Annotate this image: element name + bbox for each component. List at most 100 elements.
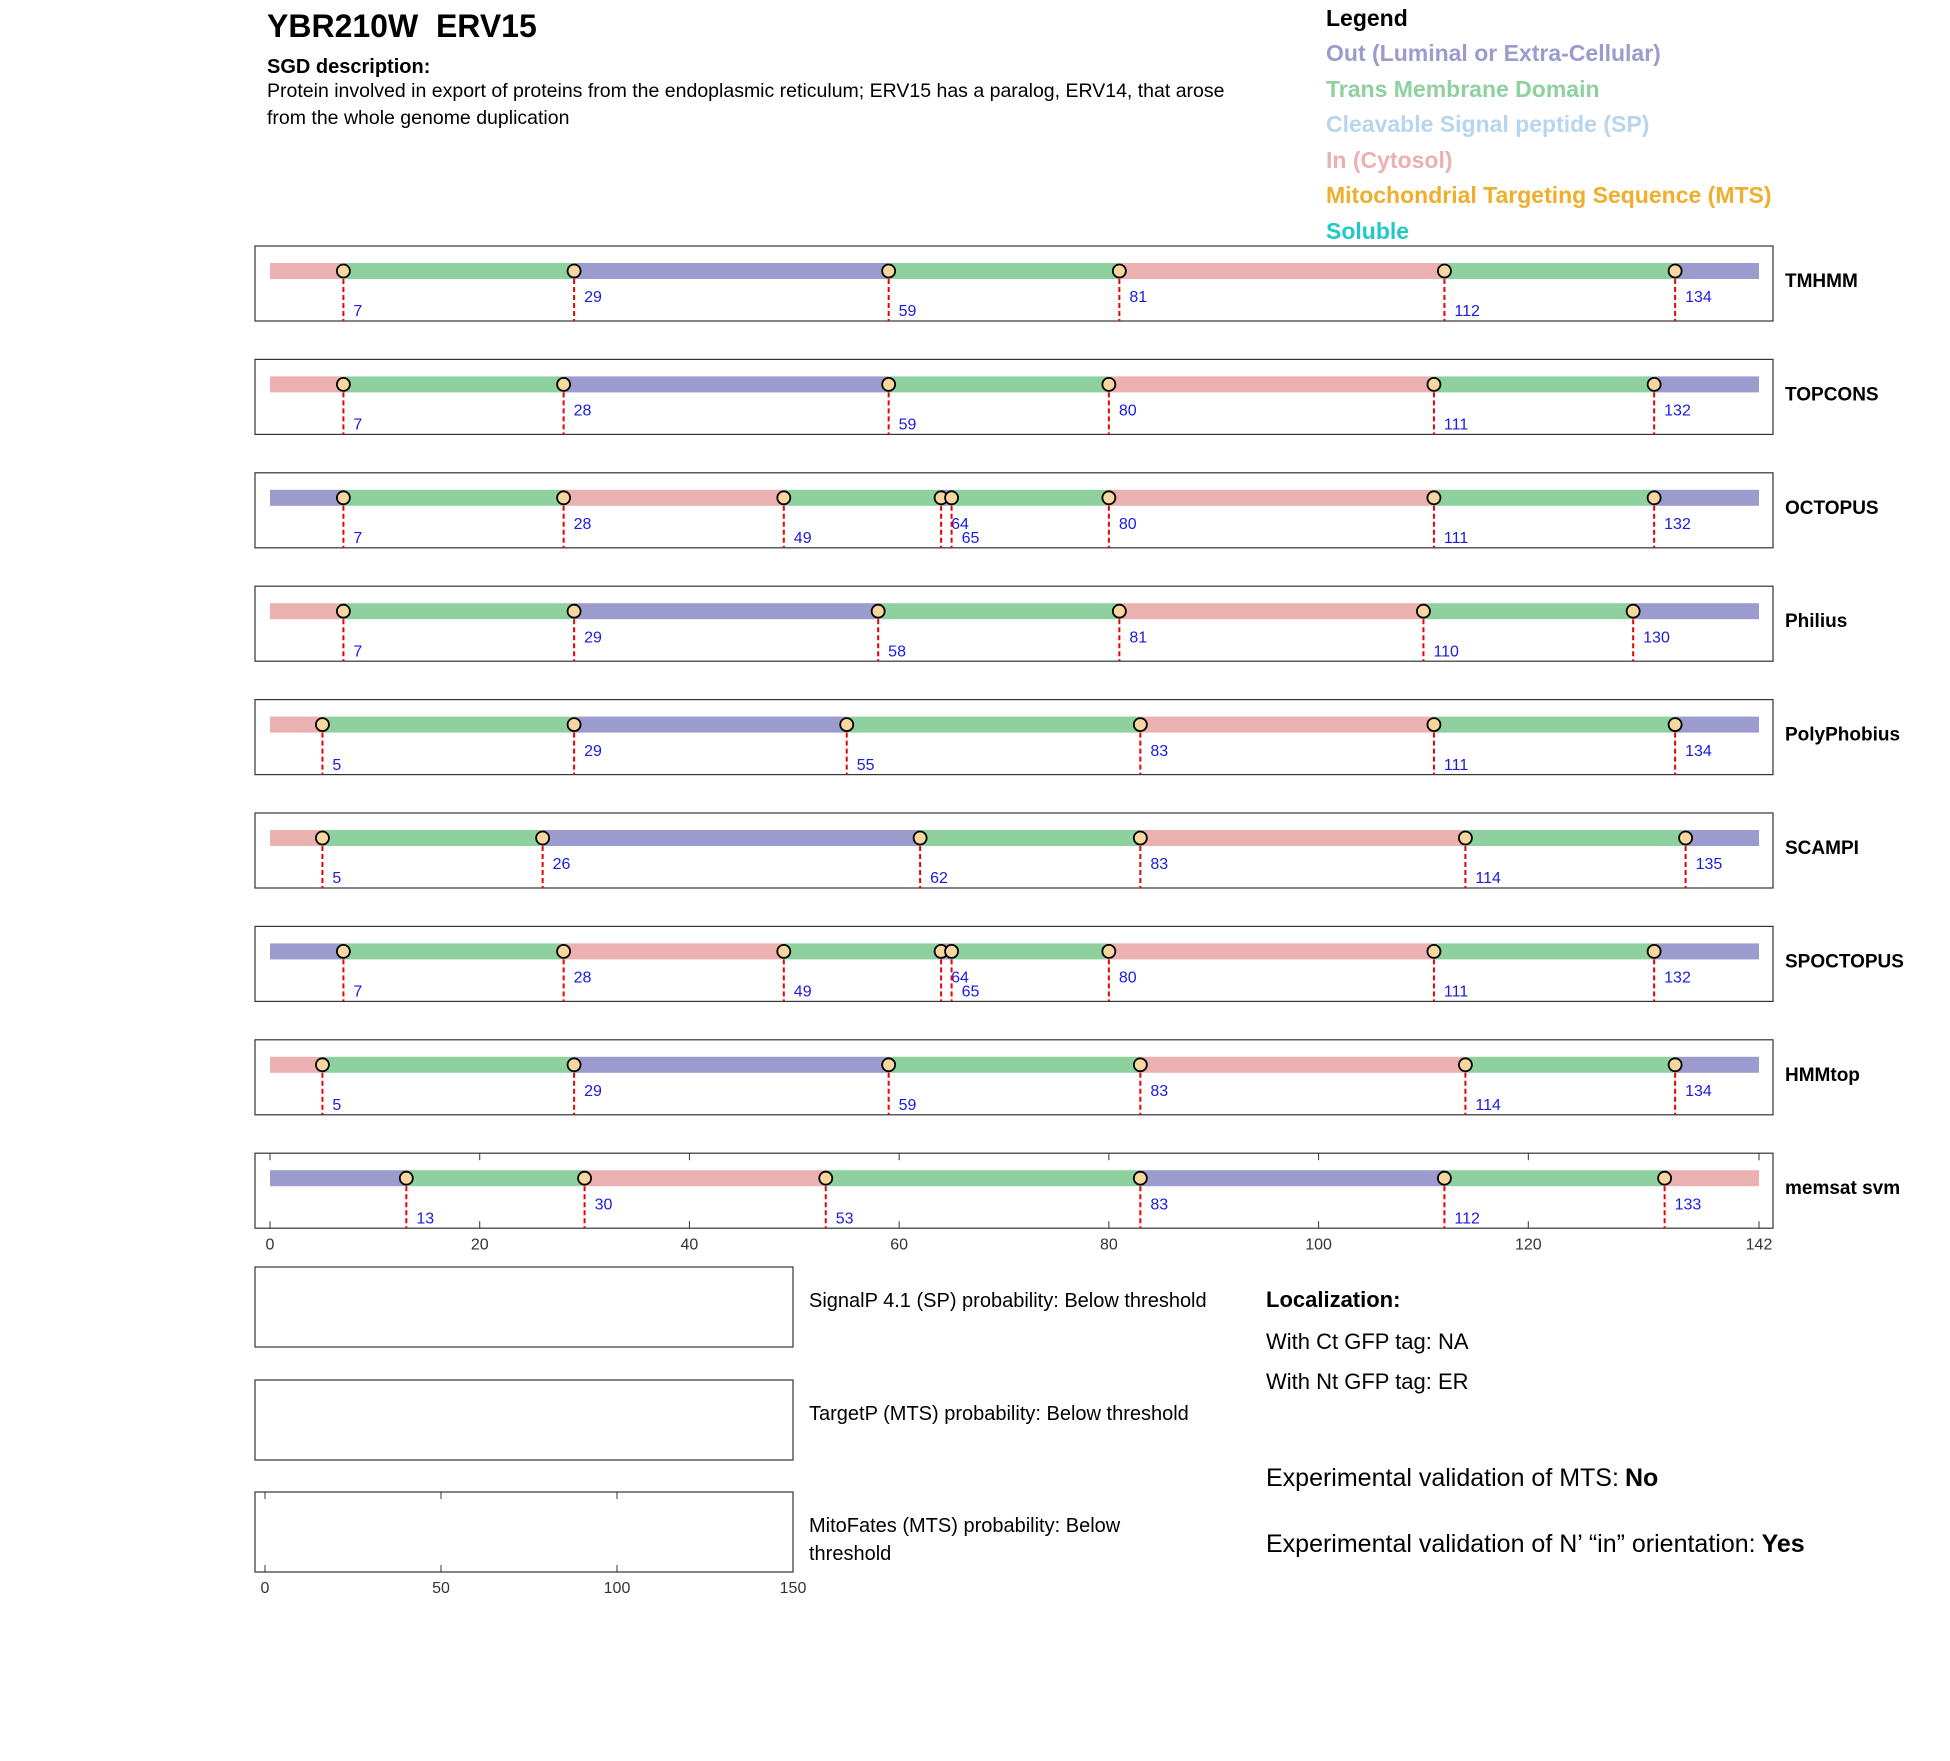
boundary-marker xyxy=(1646,376,1662,392)
boundary-label: 62 xyxy=(930,870,948,887)
boundary-label: 26 xyxy=(553,856,571,873)
segment xyxy=(888,263,1120,279)
segment xyxy=(1119,603,1424,620)
segment xyxy=(1108,376,1434,393)
boundary-label: 29 xyxy=(584,289,602,306)
segment xyxy=(270,603,344,620)
boundary-label: 29 xyxy=(584,629,602,646)
boundary-label: 29 xyxy=(584,743,602,760)
boundary-label: 7 xyxy=(353,530,362,547)
boundary-marker xyxy=(336,263,351,279)
boundary-label: 65 xyxy=(962,530,980,547)
boundary-label: 55 xyxy=(857,757,875,774)
boundary-label: 83 xyxy=(1150,743,1168,760)
boundary-label: 81 xyxy=(1129,289,1147,306)
segment xyxy=(542,830,921,846)
panel-label: TargetP (MTS) probability: Below thresho… xyxy=(809,1403,1189,1425)
boundary-marker xyxy=(566,603,582,619)
boundary-label: 114 xyxy=(1475,1097,1501,1114)
boundary-label: 83 xyxy=(1150,1196,1168,1213)
boundary-marker xyxy=(870,603,886,619)
boundary-marker xyxy=(881,1057,897,1073)
segment xyxy=(343,489,564,506)
boundary-marker xyxy=(556,490,572,506)
segment xyxy=(270,489,344,506)
legend-item: Out (Luminal or Extra-Cellular) xyxy=(1326,40,1661,66)
boundary-label: 114 xyxy=(1475,870,1501,887)
segment xyxy=(406,1170,585,1187)
boundary-label: 80 xyxy=(1119,403,1137,420)
x-tick-label: 60 xyxy=(890,1236,908,1253)
segment xyxy=(270,376,344,393)
boundary-label: 28 xyxy=(574,403,592,420)
segment xyxy=(1108,943,1434,960)
boundary-label: 111 xyxy=(1444,984,1468,1001)
boundary-marker xyxy=(398,1170,414,1186)
segment xyxy=(574,1056,889,1073)
legend-item: Trans Membrane Domain xyxy=(1326,75,1600,102)
x-tick-label: 40 xyxy=(681,1236,699,1253)
boundary-marker xyxy=(1437,263,1452,279)
legend-title: Legend xyxy=(1326,5,1408,31)
localization-line: With Ct GFP tag: NA xyxy=(1266,1329,1469,1354)
boundary-marker xyxy=(556,376,572,392)
segment xyxy=(878,603,1120,620)
segment xyxy=(1675,1056,1759,1073)
boundary-label: 132 xyxy=(1664,970,1691,987)
panel-frame xyxy=(254,358,1774,435)
boundary-label: 59 xyxy=(899,303,917,320)
boundary-marker xyxy=(1646,490,1662,506)
segment xyxy=(1633,603,1759,620)
segment xyxy=(1675,716,1759,733)
boundary-marker xyxy=(1667,717,1683,732)
panel-frame xyxy=(254,472,1774,549)
segment xyxy=(1654,943,1759,960)
boundary-label: 132 xyxy=(1664,403,1691,420)
segment xyxy=(584,1170,826,1187)
boundary-label: 65 xyxy=(962,984,980,1001)
x-tick-label: 20 xyxy=(471,1236,489,1253)
boundary-label: 133 xyxy=(1675,1196,1702,1213)
boundary-marker xyxy=(818,1170,834,1186)
boundary-label: 134 xyxy=(1685,289,1712,306)
boundary-label: 13 xyxy=(416,1210,434,1227)
segment xyxy=(1140,1056,1466,1073)
series-name: Philius xyxy=(1785,611,1847,632)
boundary-label: 83 xyxy=(1150,1083,1168,1100)
validation-label: Experimental validation of N’ “in” orien… xyxy=(1266,1530,1756,1558)
segment xyxy=(270,943,344,960)
segment xyxy=(951,943,1109,960)
boundary-marker xyxy=(336,490,351,506)
panel-frame xyxy=(254,1039,1774,1116)
boundary-marker xyxy=(336,603,351,619)
boundary-marker xyxy=(776,944,792,959)
panel-label: SignalP 4.1 (SP) probability: Below thre… xyxy=(809,1290,1207,1312)
segment xyxy=(1423,603,1634,620)
boundary-label: 49 xyxy=(794,984,812,1001)
segment xyxy=(888,1056,1141,1073)
segment xyxy=(783,943,942,960)
segment xyxy=(574,716,847,733)
boundary-marker xyxy=(1132,717,1148,732)
segment xyxy=(888,376,1109,393)
boundary-label: 134 xyxy=(1685,1083,1712,1100)
x-tick-label: 0 xyxy=(261,1580,270,1597)
x-tick-label: 100 xyxy=(604,1580,631,1597)
boundary-marker xyxy=(1426,944,1442,959)
segment xyxy=(343,943,564,960)
boundary-label: 132 xyxy=(1664,516,1691,533)
boundary-marker xyxy=(566,717,582,732)
description-label: SGD description: xyxy=(267,56,431,78)
boundary-marker xyxy=(1457,830,1473,846)
segment xyxy=(563,489,784,506)
boundary-label: 28 xyxy=(574,516,592,533)
boundary-marker xyxy=(1657,1170,1673,1186)
legend-item: Soluble xyxy=(1326,218,1410,244)
boundary-marker xyxy=(1426,490,1442,506)
boundary-label: 5 xyxy=(332,757,341,774)
boundary-marker xyxy=(912,830,928,846)
x-tick-label: 120 xyxy=(1515,1236,1542,1253)
segment xyxy=(825,1170,1141,1187)
